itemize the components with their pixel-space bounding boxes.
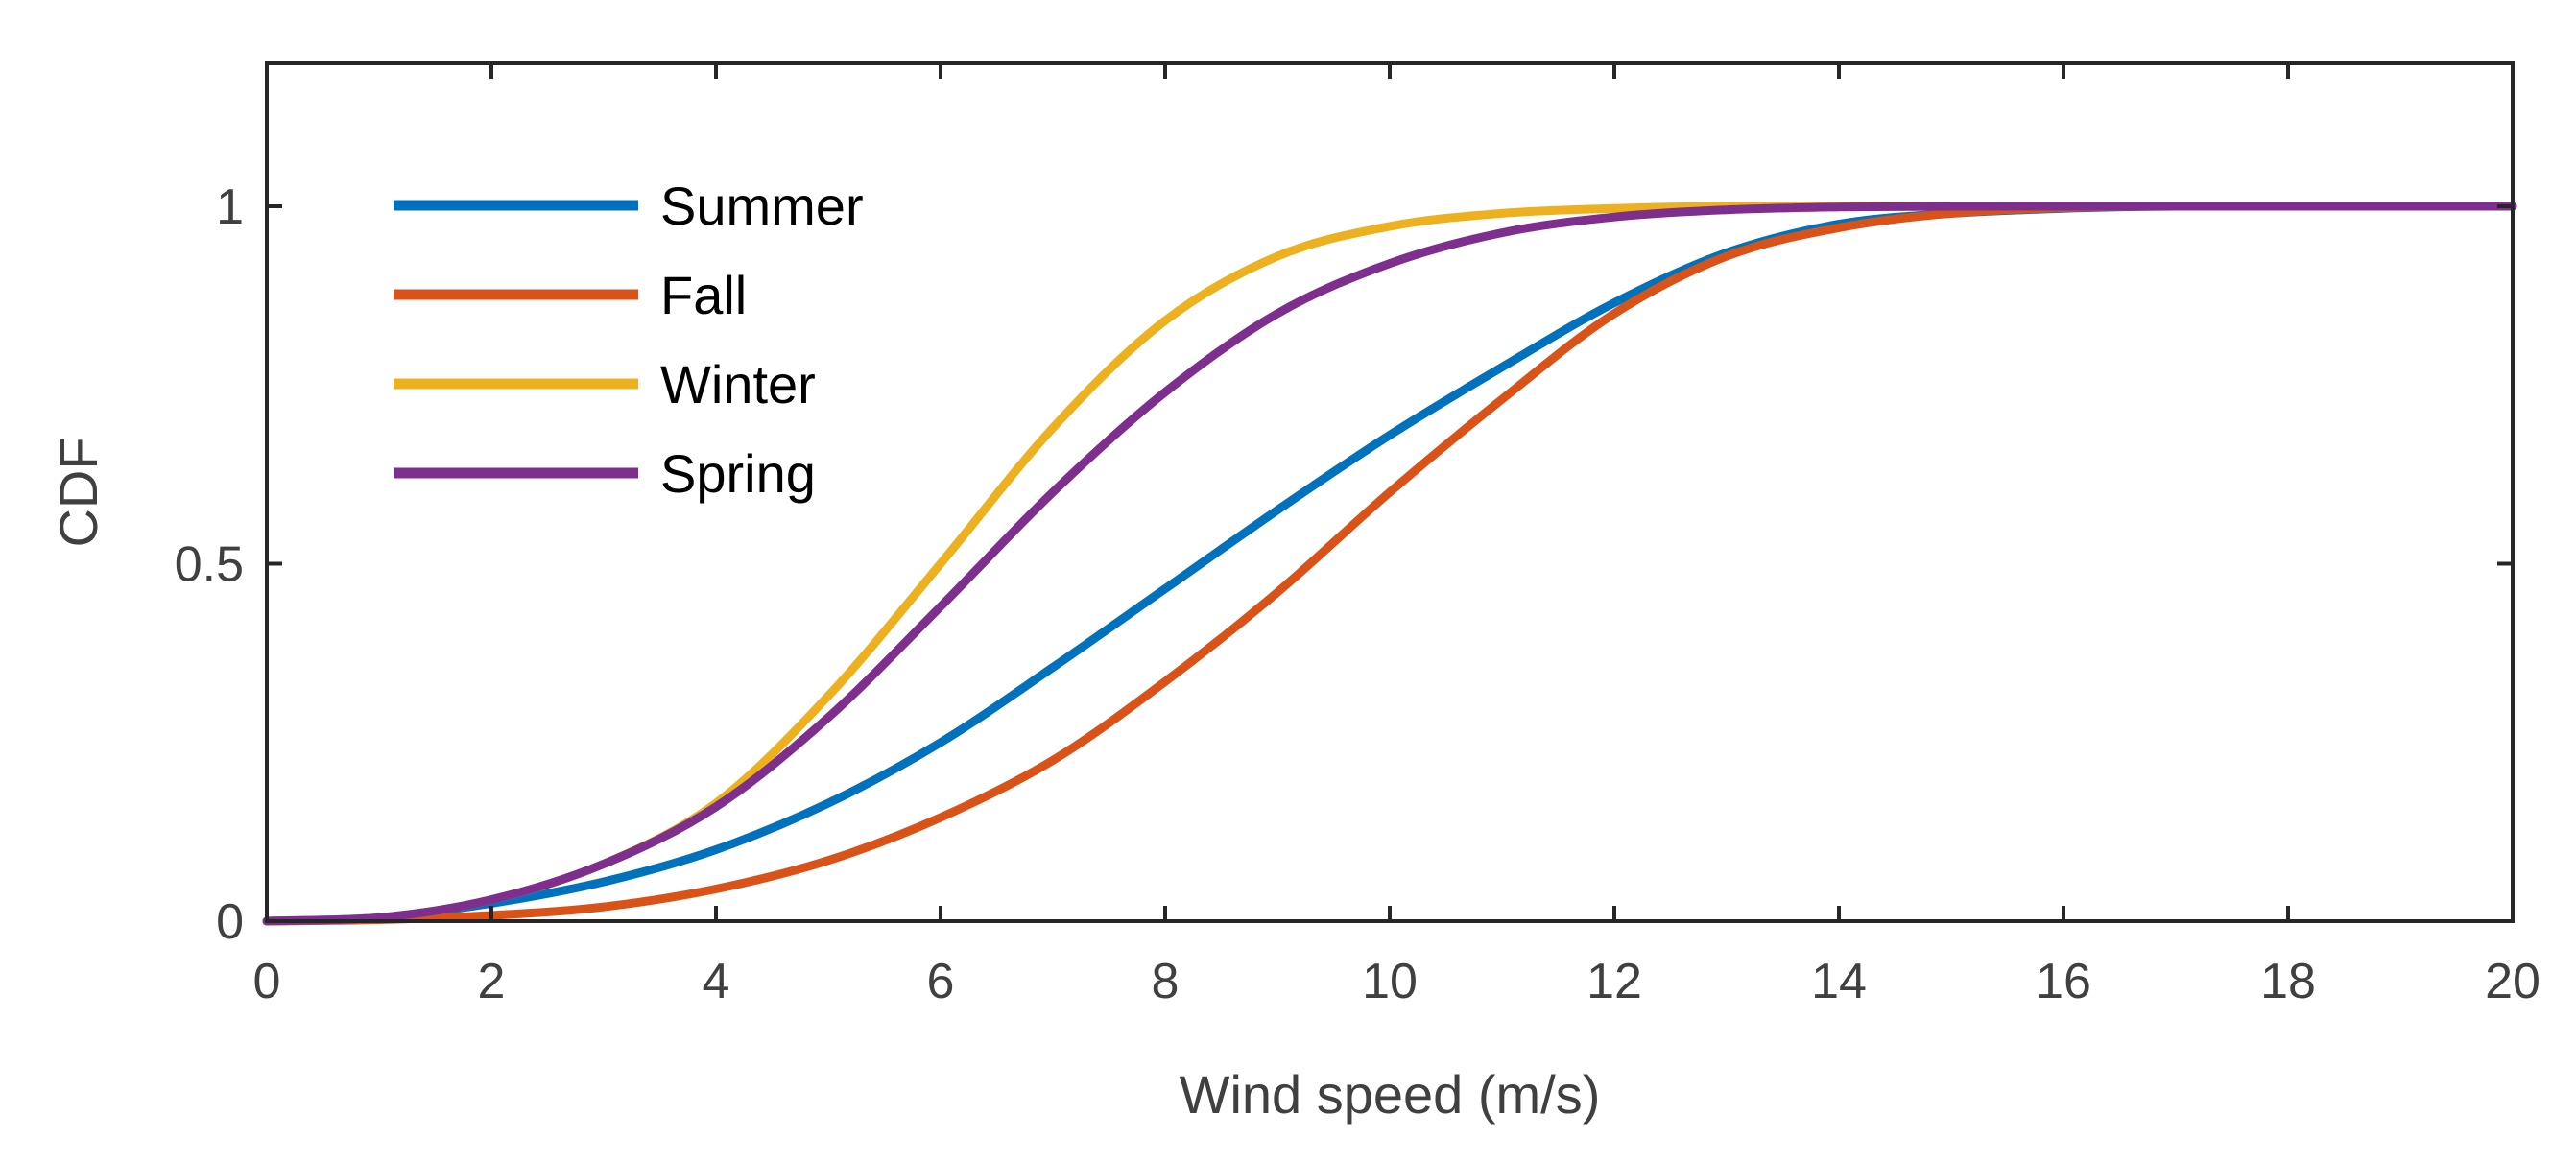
x-tick-label: 14 xyxy=(1811,954,1867,1009)
x-tick-label: 20 xyxy=(2485,954,2540,1009)
y-tick-label: 0.5 xyxy=(175,537,244,593)
x-axis-label: Wind speed (m/s) xyxy=(1180,1064,1601,1125)
x-tick-label: 6 xyxy=(927,954,955,1009)
legend-label-summer: Summer xyxy=(660,176,864,236)
y-tick-label: 0 xyxy=(216,894,244,950)
x-tick-label: 10 xyxy=(1362,954,1418,1009)
x-tick-label: 4 xyxy=(703,954,730,1009)
x-tick-label: 8 xyxy=(1152,954,1180,1009)
legend: Summer Fall Winter Spring xyxy=(394,176,864,504)
x-tick-label: 0 xyxy=(253,954,281,1009)
legend-label-spring: Spring xyxy=(660,443,816,504)
x-tick-label: 18 xyxy=(2260,954,2316,1009)
x-tick-label: 16 xyxy=(2036,954,2091,1009)
x-tick-label: 12 xyxy=(1586,954,1642,1009)
y-tick-label: 1 xyxy=(216,179,244,235)
x-tick-label: 2 xyxy=(478,954,506,1009)
series-line-spring xyxy=(262,202,2517,926)
tick-layer: 0 2 4 6 8 10 12 14 16 18 20 0 0.5 1 xyxy=(175,63,2540,1009)
series-layer xyxy=(262,202,2517,926)
y-axis-label: CDF xyxy=(48,437,108,547)
legend-label-winter: Winter xyxy=(660,354,816,415)
legend-label-fall: Fall xyxy=(660,265,747,325)
